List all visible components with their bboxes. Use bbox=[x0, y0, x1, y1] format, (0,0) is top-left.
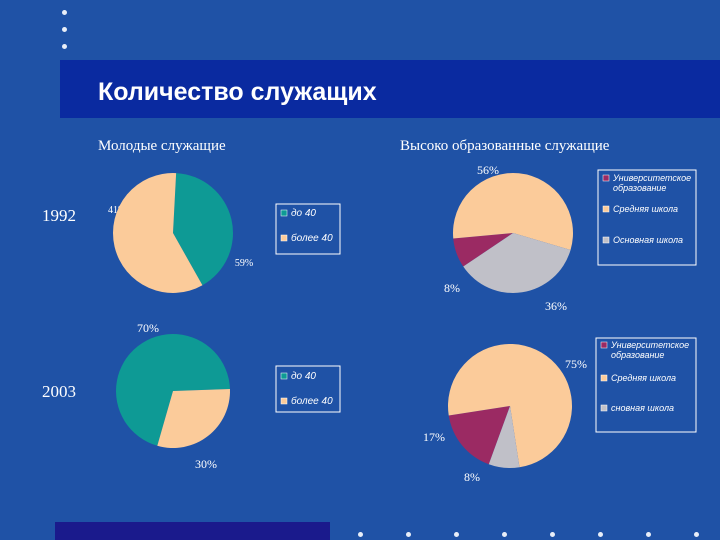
pie-slice bbox=[447, 344, 572, 468]
legend-label: Университетское bbox=[610, 340, 689, 350]
bullet-dot bbox=[454, 532, 459, 537]
legend-label: Университетское bbox=[612, 173, 691, 183]
legend-label: более 40 bbox=[291, 232, 333, 244]
pie-slice bbox=[112, 172, 203, 293]
row-label-2003: 2003 bbox=[42, 382, 76, 401]
legend-label: до 40 bbox=[291, 371, 316, 382]
legend-swatch bbox=[602, 174, 610, 182]
legend-swatch bbox=[280, 397, 288, 405]
legend-label: Средняя школа bbox=[611, 373, 676, 383]
legend-swatch bbox=[280, 209, 288, 217]
column-title-young: Молодые служащие bbox=[98, 138, 226, 154]
slice-label: 30% bbox=[195, 457, 217, 471]
slice-label: 41% bbox=[108, 205, 126, 216]
legend-box bbox=[275, 203, 341, 255]
bullet-dot bbox=[598, 532, 603, 537]
legend-label: до 40 bbox=[291, 208, 316, 219]
legend-box bbox=[597, 169, 697, 266]
legend-swatch bbox=[600, 341, 608, 349]
pie-slice bbox=[463, 233, 571, 293]
legend-label: более 40 bbox=[291, 395, 333, 407]
legend-swatch bbox=[602, 205, 610, 213]
column-title-educated: Высоко образованные служащие bbox=[400, 138, 610, 154]
slice-label: 75% bbox=[565, 357, 587, 371]
bullet-dot bbox=[502, 532, 507, 537]
pie-slice bbox=[116, 333, 230, 446]
legend-swatch bbox=[280, 372, 288, 380]
pie-slice bbox=[157, 389, 231, 448]
legend-label: образование bbox=[613, 183, 666, 193]
bullet-dot bbox=[550, 532, 555, 537]
slice-label: 70% bbox=[137, 321, 159, 335]
bullet-dot bbox=[62, 44, 67, 49]
bullet-dot bbox=[358, 532, 363, 537]
slice-label: 59% bbox=[235, 258, 253, 269]
bullet-dot bbox=[694, 532, 699, 537]
slice-label: 56% bbox=[477, 163, 499, 177]
pie-slice bbox=[453, 233, 513, 267]
slice-label: 36% bbox=[545, 299, 567, 313]
legend-box bbox=[275, 365, 341, 413]
row-label-1992: 1992 bbox=[42, 206, 76, 225]
pie-slice bbox=[488, 406, 520, 469]
legend-label: сновная школа bbox=[611, 403, 674, 413]
legend-swatch bbox=[602, 236, 610, 244]
page-title: Количество служащих bbox=[98, 78, 377, 106]
legend-label: Основная школа bbox=[613, 235, 683, 245]
slice-label: 8% bbox=[464, 470, 480, 484]
legend-box bbox=[595, 337, 697, 433]
bullet-dot bbox=[646, 532, 651, 537]
legend-swatch bbox=[600, 404, 608, 412]
pie-slice bbox=[173, 173, 233, 286]
pie-slice bbox=[453, 172, 574, 250]
slice-label: 17% bbox=[423, 430, 445, 444]
title-band bbox=[60, 60, 720, 118]
bottom-bar bbox=[55, 522, 330, 540]
bullet-dot bbox=[62, 10, 67, 15]
pie-slice bbox=[448, 406, 510, 465]
legend-label: Средняя школа bbox=[613, 204, 678, 214]
bullet-dot bbox=[62, 27, 67, 32]
legend-swatch bbox=[280, 234, 288, 242]
legend-swatch bbox=[600, 374, 608, 382]
slice-label: 8% bbox=[444, 281, 460, 295]
bullet-dot bbox=[406, 532, 411, 537]
legend-label: образование bbox=[611, 350, 664, 360]
